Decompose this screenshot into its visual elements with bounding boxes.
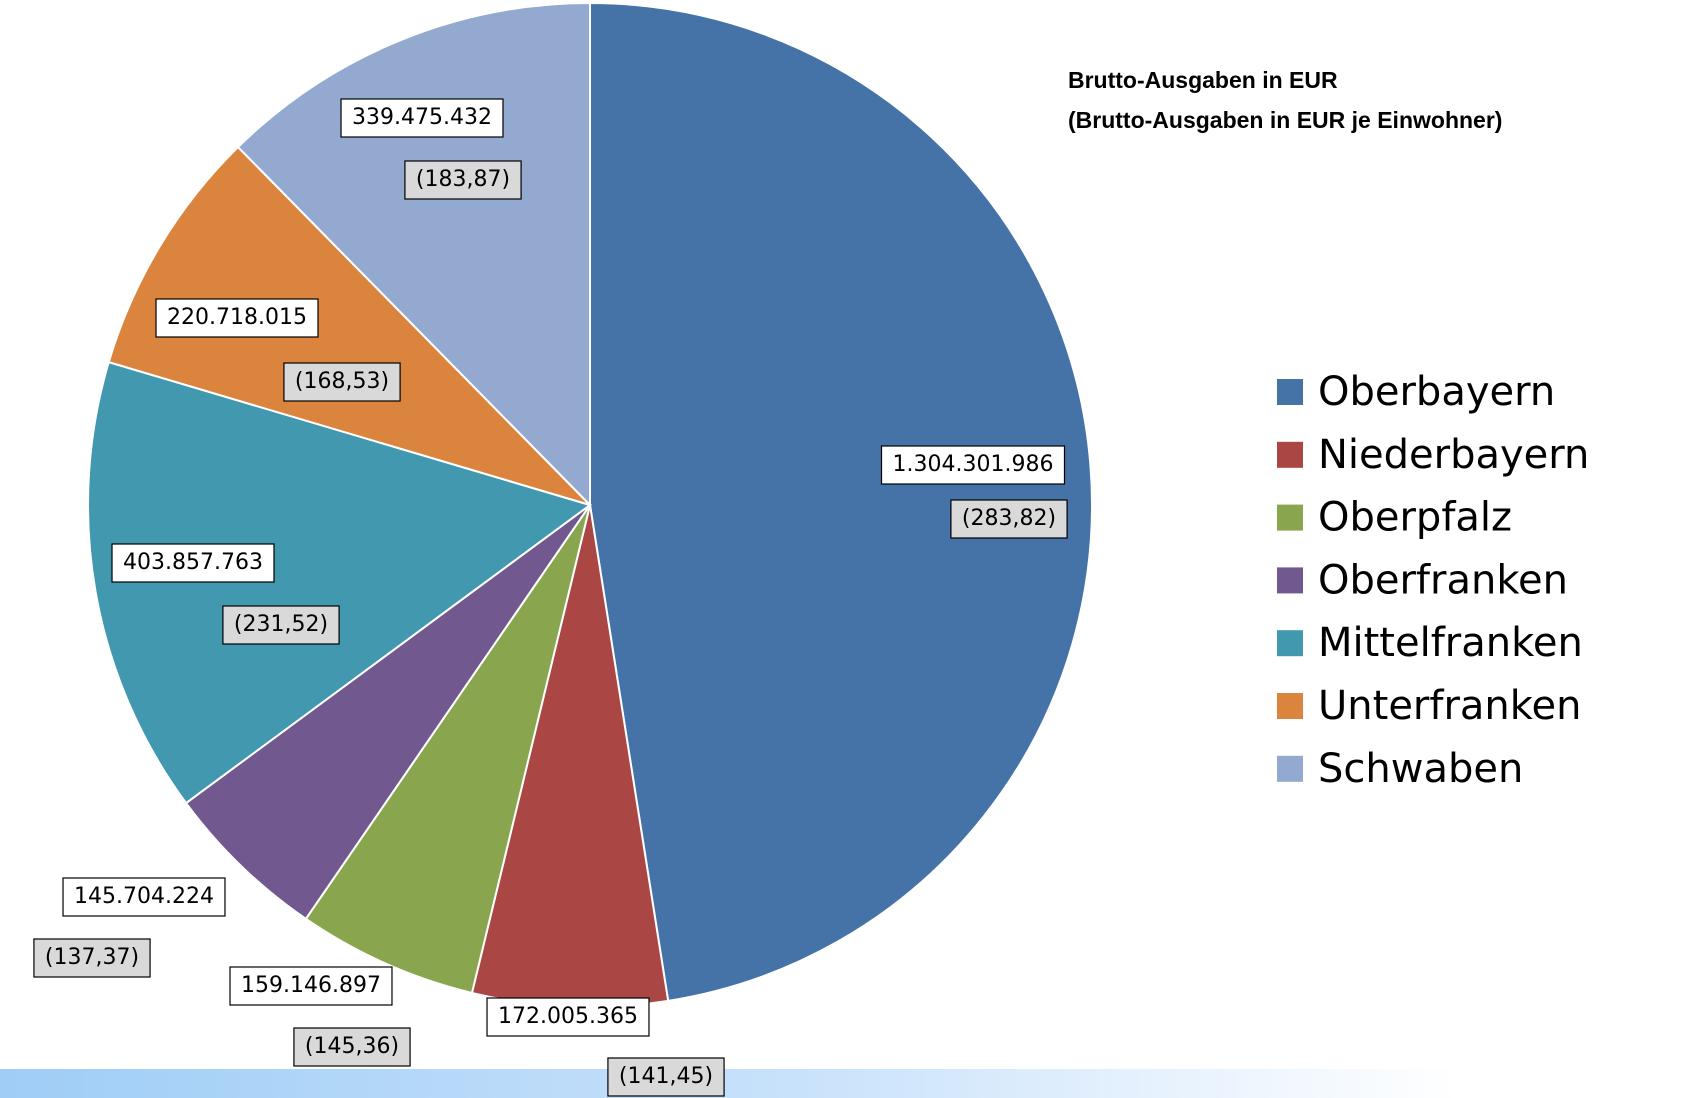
pie-slice — [304, 504, 591, 995]
legend-swatch — [1277, 567, 1303, 594]
labels: 1.304.301.986 (283,82) 172.005.365 (141,45)… — [33, 98, 1068, 1097]
legend-label: Schwaben — [1318, 746, 1523, 792]
legend-label: Niederbayern — [1318, 432, 1589, 478]
per-capita-label-box — [283, 362, 401, 402]
per-capita-label: (168,53) — [295, 369, 389, 394]
per-capita-label-box — [607, 1057, 725, 1097]
value-label: 172.005.365 — [498, 1004, 638, 1029]
legend: Oberbayern Niederbayern Oberpfalz Oberfrank… — [1277, 369, 1589, 792]
per-capita-label: (137,37) — [45, 945, 139, 970]
footer-band — [0, 1069, 1460, 1098]
per-capita-label-box — [33, 938, 151, 978]
legend-swatch — [1277, 379, 1303, 405]
value-label: 159.146.897 — [241, 973, 381, 998]
legend-label: Oberbayern — [1318, 369, 1555, 415]
pie-slice — [184, 504, 591, 921]
legend-swatch — [1277, 630, 1303, 657]
legend-swatch — [1277, 441, 1303, 468]
pie-slice — [107, 145, 591, 506]
value-label-box — [111, 543, 275, 583]
per-capita-label: (145,36) — [305, 1034, 399, 1059]
pie-slice — [87, 360, 593, 805]
chart-subtitle: (Brutto-Ausgaben in EUR je Einwohner) — [1068, 107, 1502, 133]
value-label: 403.857.763 — [123, 550, 263, 575]
chart-title: Brutto-Ausgaben in EUR — [1068, 67, 1338, 93]
value-label-box — [155, 298, 319, 338]
per-capita-label: (283,82) — [962, 506, 1056, 531]
legend-swatch — [1277, 693, 1303, 719]
value-label: 339.475.432 — [352, 105, 492, 130]
per-capita-label: (141,45) — [619, 1064, 713, 1089]
pie-slice — [589, 1, 1093, 1003]
value-label-box — [880, 445, 1066, 485]
legend-label: Oberpfalz — [1318, 495, 1512, 541]
value-label-box — [229, 966, 393, 1006]
per-capita-label: (231,52) — [234, 612, 328, 637]
value-label-box — [486, 997, 650, 1037]
per-capita-label-box — [293, 1027, 411, 1067]
per-capita-label: (183,87) — [416, 167, 510, 192]
legend-label: Mittelfranken — [1318, 620, 1583, 666]
value-label-box — [340, 98, 504, 138]
value-label: 220.718.015 — [167, 305, 307, 330]
legend-label: Unterfranken — [1318, 683, 1581, 729]
pie — [87, 1, 1093, 1008]
value-label: 1.304.301.986 — [893, 452, 1054, 477]
per-capita-label-box — [404, 160, 522, 200]
value-label-box — [62, 877, 226, 917]
legend-label: Oberfranken — [1318, 557, 1568, 603]
per-capita-label-box — [222, 605, 340, 645]
per-capita-label-box — [950, 499, 1068, 539]
legend-swatch — [1277, 504, 1303, 531]
value-label: 145.704.224 — [74, 884, 214, 909]
legend-swatch — [1277, 755, 1303, 782]
